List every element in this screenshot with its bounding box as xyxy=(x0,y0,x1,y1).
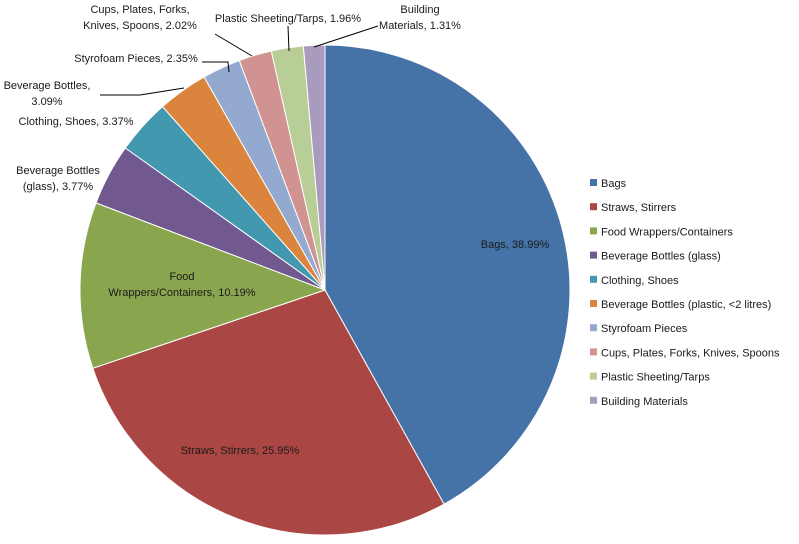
pie-slices xyxy=(79,44,571,536)
data-label-beverage-bottles-plastic-2-litres: Beverage Bottles, 3.09% xyxy=(4,80,91,108)
data-label-clothing-shoes: Clothing, Shoes, 3.37% xyxy=(19,116,134,128)
leader-line-building-materials xyxy=(313,25,379,48)
pie-slice-bags xyxy=(324,44,571,505)
data-label-food-wrappers-containers: Food Wrappers/Containers, 10.19% xyxy=(108,271,255,299)
legend-label-plastic-sheeting-tarps: Plastic Sheeting/Tarps xyxy=(601,372,710,384)
legend-swatch-beverage-bottles-glass xyxy=(590,251,597,259)
legend-swatch-food-wrappers-containers xyxy=(590,227,597,235)
legend-label-beverage-bottles-plastic-2-litres: Beverage Bottles (plastic, <2 litres) xyxy=(601,299,771,311)
pie-slice-food-wrappers-containers xyxy=(79,202,327,369)
data-label-straws-stirrers: Straws, Stirrers, 25.95% xyxy=(181,445,300,457)
legend-label-straws-stirrers: Straws, Stirrers xyxy=(601,202,677,214)
leader-line-styrofoam-pieces xyxy=(202,61,230,73)
legend-swatch-straws-stirrers xyxy=(590,203,597,211)
legend-label-building-materials: Building Materials xyxy=(601,396,688,408)
leader-line-cups-plates-forks-knives-spoons xyxy=(214,33,253,57)
legend-label-cups-plates-forks-knives-spoons: Cups, Plates, Forks, Knives, Spoons xyxy=(601,347,780,359)
legend-swatch-bags xyxy=(590,179,597,186)
pie-slice-straws-stirrers xyxy=(92,289,445,536)
pie-slice-building-materials xyxy=(302,44,326,291)
legend-label-clothing-shoes: Clothing, Shoes xyxy=(601,275,679,287)
legend-label-food-wrappers-containers: Food Wrappers/Containers xyxy=(601,226,733,238)
legend-label-styrofoam-pieces: Styrofoam Pieces xyxy=(601,323,688,335)
data-labels: Bags, 38.99% Straws, Stirrers, 25.95% Food… xyxy=(4,4,550,457)
leader-lines xyxy=(100,25,379,96)
leader-line-plastic-sheeting-tarps xyxy=(287,25,290,52)
leader-line-beverage-bottles-plastic-2-litres xyxy=(100,87,185,96)
legend: Bags Straws, Stirrers Food Wrappers/Contai… xyxy=(590,178,780,408)
legend-swatch-building-materials xyxy=(590,396,597,404)
data-label-beverage-bottles-glass: Beverage Bottles (glass), 3.77% xyxy=(16,165,100,193)
legend-label-bags: Bags xyxy=(601,178,627,190)
data-label-cups-plates-forks-knives-spoons: Cups, Plates, Forks, Knives, Spoons, 2.02… xyxy=(83,4,197,32)
data-label-building-materials: Building Materials, 1.31% xyxy=(379,4,461,32)
legend-swatch-plastic-sheeting-tarps xyxy=(590,372,597,380)
legend-swatch-clothing-shoes xyxy=(590,275,597,283)
legend-label-beverage-bottles-glass: Beverage Bottles (glass) xyxy=(601,251,721,263)
data-label-plastic-sheeting-tarps: Plastic Sheeting/Tarps, 1.96% xyxy=(215,13,361,25)
legend-swatch-cups-plates-forks-knives-spoons xyxy=(590,348,597,356)
legend-swatch-styrofoam-pieces xyxy=(590,324,597,332)
data-label-bags: Bags, 38.99% xyxy=(481,239,550,251)
data-label-styrofoam-pieces: Styrofoam Pieces, 2.35% xyxy=(74,53,198,65)
legend-swatch-beverage-bottles-plastic-2-litres xyxy=(590,300,597,307)
